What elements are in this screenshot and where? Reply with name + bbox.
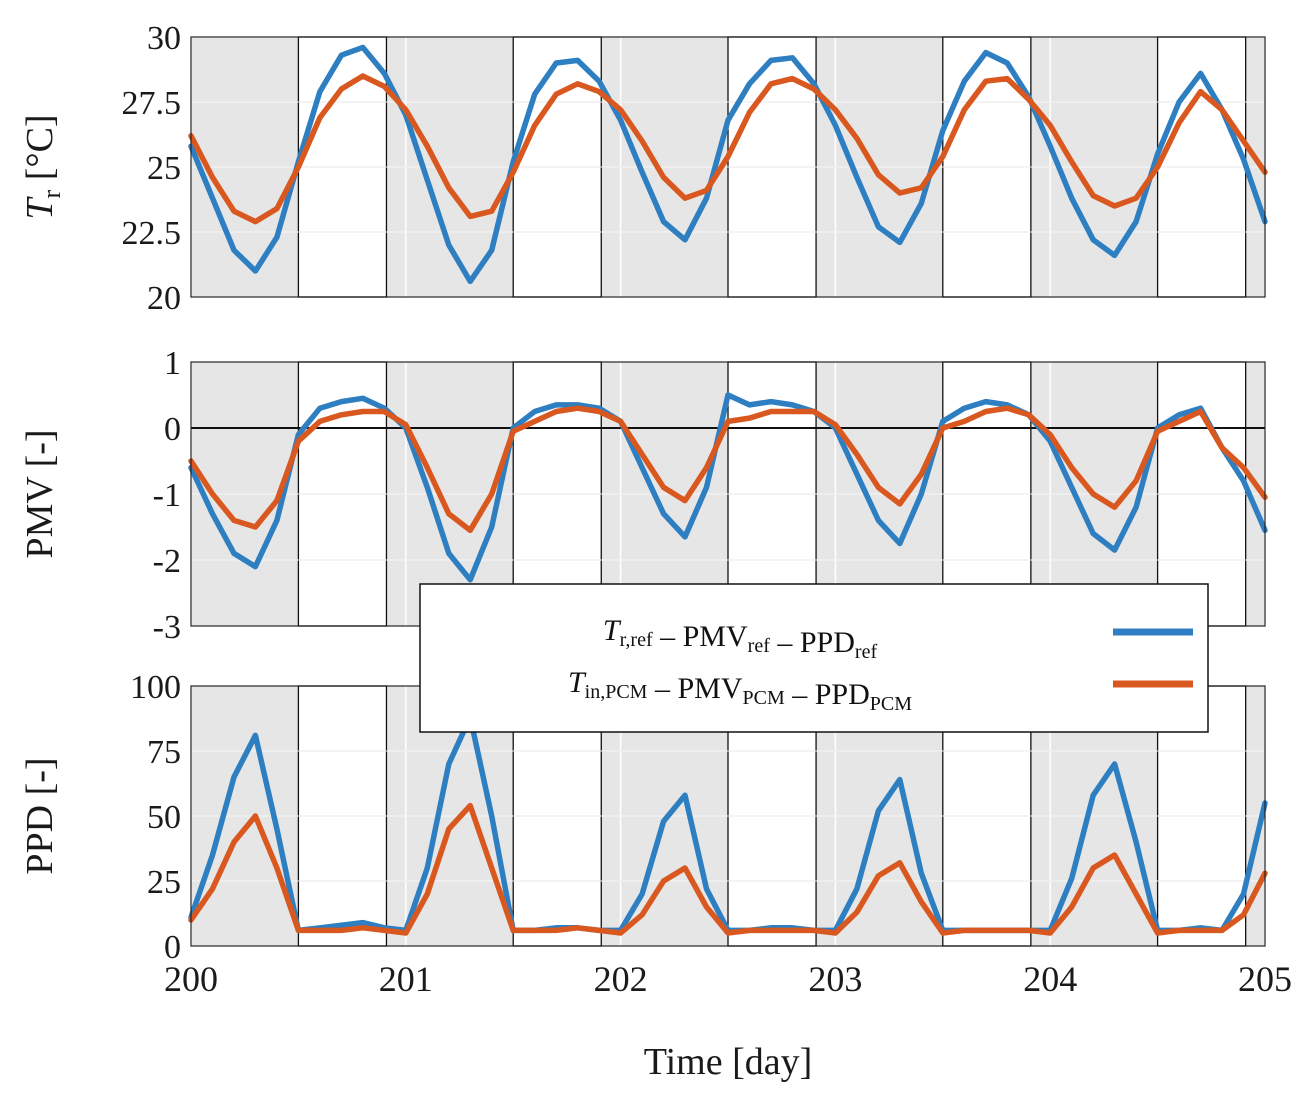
y-tick-label: 25 [147,864,181,901]
legend-entry-ref: Tr,ref – PMVref – PPDref [603,614,878,663]
temperature-panel: 20 22.5 25 27.5 30 Tr [°C] [19,20,1268,317]
y-tick-label: 20 [147,280,181,317]
legend-text-part: in,PCM [585,681,648,703]
y-tick-label: -2 [153,543,181,580]
y-tick-label: 100 [130,669,181,706]
x-tick-label: 205 [1238,959,1292,999]
x-axis-label: Time [day] [644,1041,813,1083]
y-tick-label: -3 [153,609,181,646]
x-axis: 200 201 202 203 204 205 Time [day] [164,959,1292,1083]
y-axis-label: Tr [°C] [19,114,66,219]
legend-text-part: PCM [870,693,912,715]
y-tick-label: -1 [153,477,181,514]
pmv-panel: -3 -2 -1 0 1 PMV [-] [19,345,1268,646]
series-line-ref [188,392,1268,583]
y-axis-label-unit: [°C] [19,114,61,189]
x-tick-label: 204 [1023,959,1077,999]
y-tick-label: 75 [147,734,181,771]
legend-text-part: – PMV [647,672,742,705]
legend-text-part: r,ref [620,629,653,651]
plot-frame [190,36,1266,298]
legend-text-part: ref [855,641,878,663]
y-tick-label: 1 [164,345,181,382]
y-axis-label: PPD [-] [19,757,61,874]
y-axis-label: PMV [-] [19,429,61,558]
y-tick-label: 22.5 [122,215,182,252]
legend-text-part: – PPD [785,678,870,711]
legend-box [419,583,1209,733]
series-line-pcm [188,405,1268,534]
y-axis-label-subscript: r [37,189,66,198]
y-axis-label-symbol: T [19,196,61,220]
y-tick-label: 0 [164,411,181,448]
y-tick-label: 27.5 [122,85,182,122]
legend-text-part: T [603,614,622,647]
series-line-ref [188,44,1268,285]
legend-text-part: ref [748,635,771,657]
x-tick-label: 200 [164,959,218,999]
series-line-pcm [188,73,1268,225]
series-line-pcm [188,802,1268,936]
legend-entry-pcm: Tin,PCM – PMVPCM – PPDPCM [568,666,912,715]
y-tick-label: 30 [147,20,181,57]
legend-text-part: PCM [742,687,784,709]
y-tick-label: 25 [147,150,181,187]
x-tick-label: 202 [594,959,648,999]
y-tick-label: 0 [164,929,181,966]
legend-text-part: – PMV [653,620,748,653]
legend-text-part: – PPD [770,626,855,659]
legend-text-part: T [568,666,587,699]
x-tick-label: 203 [808,959,862,999]
y-tick-label: 50 [147,799,181,836]
x-tick-label: 201 [379,959,433,999]
